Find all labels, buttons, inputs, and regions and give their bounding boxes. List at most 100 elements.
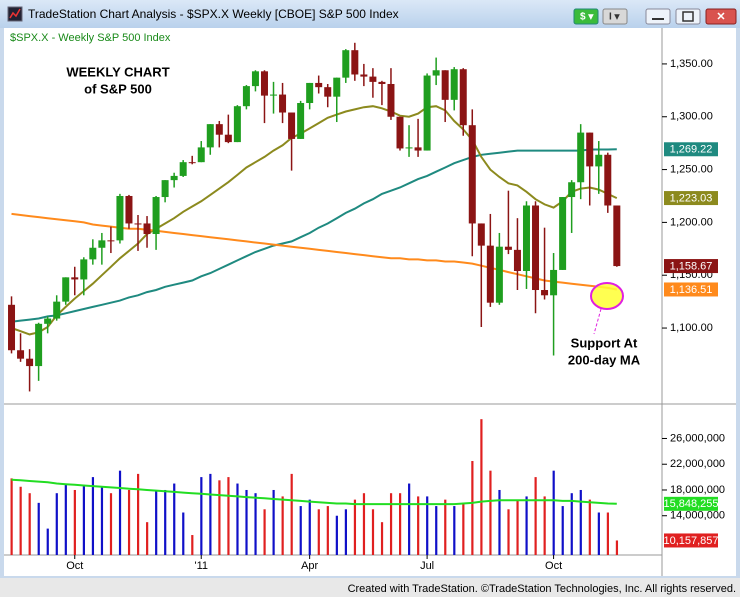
candle-body — [595, 154, 603, 167]
volume-bar — [173, 483, 176, 555]
x-tick-label: Oct — [545, 560, 562, 572]
volume-bar — [290, 473, 293, 555]
volume-bar — [37, 502, 40, 555]
close-button[interactable] — [705, 8, 737, 25]
candle-body — [342, 50, 350, 78]
volume-bar — [73, 489, 76, 555]
candle-body — [441, 70, 449, 100]
x-tick-label: Oct — [66, 560, 83, 572]
candle-body — [98, 240, 106, 248]
y-tick-label: 1,350.00 — [670, 58, 713, 70]
candle-body — [215, 124, 223, 135]
volume-bar — [417, 496, 420, 555]
candle-body — [351, 50, 359, 75]
value-label-box — [664, 142, 718, 157]
value-label: 1,158.67 — [670, 260, 713, 272]
candle-body — [568, 182, 576, 198]
candle-body — [197, 147, 205, 163]
volume-bar — [588, 499, 591, 555]
value-label-box — [664, 282, 718, 297]
candle-body — [559, 197, 567, 270]
volume-bar — [606, 512, 609, 555]
candle-body — [504, 246, 512, 250]
candle-body — [613, 205, 621, 267]
volume-bar — [543, 496, 546, 555]
annotation: WEEKLY CHART — [66, 64, 169, 79]
candle-body — [44, 318, 52, 324]
candle-body — [170, 175, 178, 181]
candle-body — [405, 147, 413, 149]
y-tick-label: 1,100.00 — [670, 322, 713, 334]
volume-bar — [64, 483, 67, 555]
symbol-button[interactable] — [573, 8, 599, 25]
value-label: 10,157,857 — [663, 535, 718, 547]
candle-body — [324, 87, 332, 97]
volume-bar — [498, 489, 501, 555]
moving-average-line — [11, 105, 618, 336]
volume-bar — [245, 489, 248, 555]
volume-bar — [597, 512, 600, 555]
volume-bar — [281, 496, 284, 555]
value-label: 1,223.03 — [670, 192, 713, 204]
volume-bar — [444, 499, 447, 555]
candle-body — [541, 290, 549, 296]
minimize-button[interactable] — [645, 8, 671, 25]
volume-bar — [82, 484, 85, 555]
volume-bar — [254, 493, 257, 555]
volume-bar — [236, 483, 239, 555]
candle-body — [315, 82, 323, 88]
annotation: of S&P 500 — [84, 81, 152, 96]
candle-body — [161, 180, 169, 198]
candle-body — [450, 69, 458, 100]
volume-bar — [118, 470, 122, 555]
volume-bar — [155, 489, 158, 555]
value-label: 1,269.22 — [670, 144, 713, 156]
volume-bar — [335, 515, 338, 555]
candle-body — [89, 247, 97, 260]
volume-bar — [615, 540, 619, 555]
y-tick-label: 26,000,000 — [670, 432, 725, 444]
value-label: 15,848,255 — [663, 498, 718, 510]
candle-body — [486, 245, 494, 303]
volume-bar — [308, 499, 311, 555]
candle-body — [35, 323, 43, 367]
candle-body — [333, 77, 341, 97]
value-label-box — [664, 533, 718, 548]
volume-bar — [408, 483, 411, 555]
volume-bar — [362, 493, 366, 555]
candle-body — [288, 112, 296, 139]
volume-bar — [453, 506, 456, 555]
candle-body — [260, 71, 268, 96]
volume-bar — [389, 493, 393, 555]
x-tick-label: '11 — [194, 560, 208, 572]
candle-body — [522, 205, 530, 271]
candle-body — [477, 223, 485, 246]
maximize-button[interactable] — [675, 8, 701, 25]
candle-body — [233, 106, 241, 143]
volume-bar — [137, 473, 140, 555]
candle-body — [577, 132, 585, 183]
interval-button[interactable] — [602, 8, 628, 25]
candle-body — [179, 162, 187, 176]
volume-bar — [317, 509, 320, 555]
candle-body — [423, 75, 431, 151]
candle-body — [116, 195, 124, 241]
volume-bar — [146, 522, 149, 555]
volume-bar — [579, 489, 582, 555]
candle-body — [125, 195, 133, 224]
footer-text: Created with TradeStation. ©TradeStation… — [348, 583, 736, 595]
moving-average-line — [11, 148, 617, 323]
volume-bar — [200, 477, 203, 555]
volume-bar — [10, 478, 13, 555]
marks-layer: 1,350.001,300.001,250.001,200.001,150.00… — [8, 42, 725, 572]
candle-body — [414, 147, 422, 151]
interval-button-icon: I ▾ — [609, 12, 621, 23]
value-label: 1,136.51 — [670, 284, 713, 296]
candle-body — [134, 223, 142, 225]
candle-body — [306, 82, 314, 104]
moving-average-line — [11, 212, 617, 291]
candle-body — [224, 134, 232, 143]
candle-body — [143, 223, 151, 235]
y-tick-label: 22,000,000 — [670, 458, 725, 470]
candle-body — [432, 70, 440, 76]
